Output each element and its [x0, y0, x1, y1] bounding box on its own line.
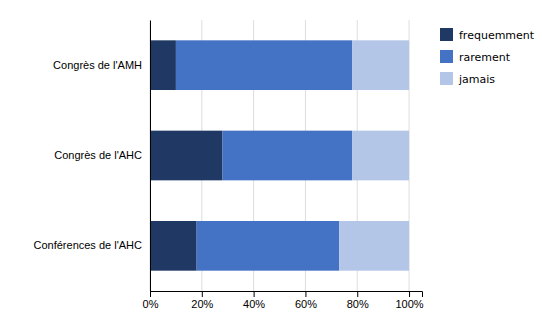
- plot: 0%20%40%60%80%100%Congrès de l'AMHCongrè…: [34, 20, 424, 310]
- legend: frequemment rarement jamais: [440, 28, 535, 86]
- x-axis: 0% 20% 40% 60% 80% 100%: [143, 291, 424, 310]
- legend-swatch: [440, 28, 453, 41]
- legend-item: frequemment: [440, 28, 535, 42]
- x-tick: 40%: [243, 291, 265, 310]
- y-tick-label: Congrès de l'AMH: [53, 59, 142, 71]
- x-tick-label: 80%: [347, 298, 369, 310]
- legend-swatch: [440, 72, 453, 85]
- x-tick: 0%: [143, 291, 159, 310]
- x-axis-line: [151, 292, 423, 298]
- legend-swatch: [440, 50, 453, 63]
- legend-item: rarement: [440, 50, 511, 64]
- y-tick-label: Congrès de l'AHC: [54, 149, 142, 161]
- y-tick: Congrès de l'AHC: [54, 149, 142, 161]
- y-tick-label: Conférences de l'AHC: [34, 239, 143, 251]
- x-tick-label: 0%: [143, 298, 159, 310]
- series: [339, 40, 409, 270]
- x-tick-mark: [202, 291, 203, 297]
- series: [176, 40, 352, 270]
- bar: [150, 131, 223, 181]
- x-tick-label: 100%: [395, 298, 423, 310]
- y-axis-line: [150, 21, 151, 292]
- bar: [339, 221, 409, 271]
- y-tick: Congrès de l'AMH: [53, 59, 142, 71]
- x-tick: 20%: [191, 291, 213, 310]
- bars: [150, 40, 409, 270]
- legend-label: rarement: [459, 51, 511, 64]
- x-tick-mark: [150, 291, 151, 297]
- chart: 0%20%40%60%80%100%Congrès de l'AMHCongrè…: [0, 0, 542, 321]
- bar: [150, 40, 176, 90]
- bar: [352, 131, 409, 181]
- x-tick: 60%: [295, 291, 317, 310]
- x-tick-mark: [254, 291, 255, 297]
- x-tick-label: 20%: [191, 298, 213, 310]
- bar: [150, 221, 197, 271]
- legend-item: jamais: [440, 72, 495, 86]
- x-tick: 100%: [395, 291, 423, 310]
- legend-label: frequemment: [459, 29, 535, 42]
- y-axis: Congrès de l'AMH Congrès de l'AHC Conféren…: [34, 21, 151, 292]
- x-tick-label: 40%: [243, 298, 265, 310]
- bar: [223, 131, 353, 181]
- x-tick-mark: [305, 291, 306, 297]
- y-tick: Conférences de l'AHC: [34, 239, 143, 251]
- bar: [176, 40, 352, 90]
- grid: [150, 20, 409, 291]
- x-tick-mark: [357, 291, 358, 297]
- x-tick: 80%: [347, 291, 369, 310]
- grid-line: [150, 20, 151, 291]
- x-tick-mark: [409, 291, 410, 297]
- legend-label: jamais: [458, 73, 495, 86]
- bar: [197, 221, 339, 271]
- bar: [352, 40, 409, 90]
- x-tick-label: 60%: [295, 298, 317, 310]
